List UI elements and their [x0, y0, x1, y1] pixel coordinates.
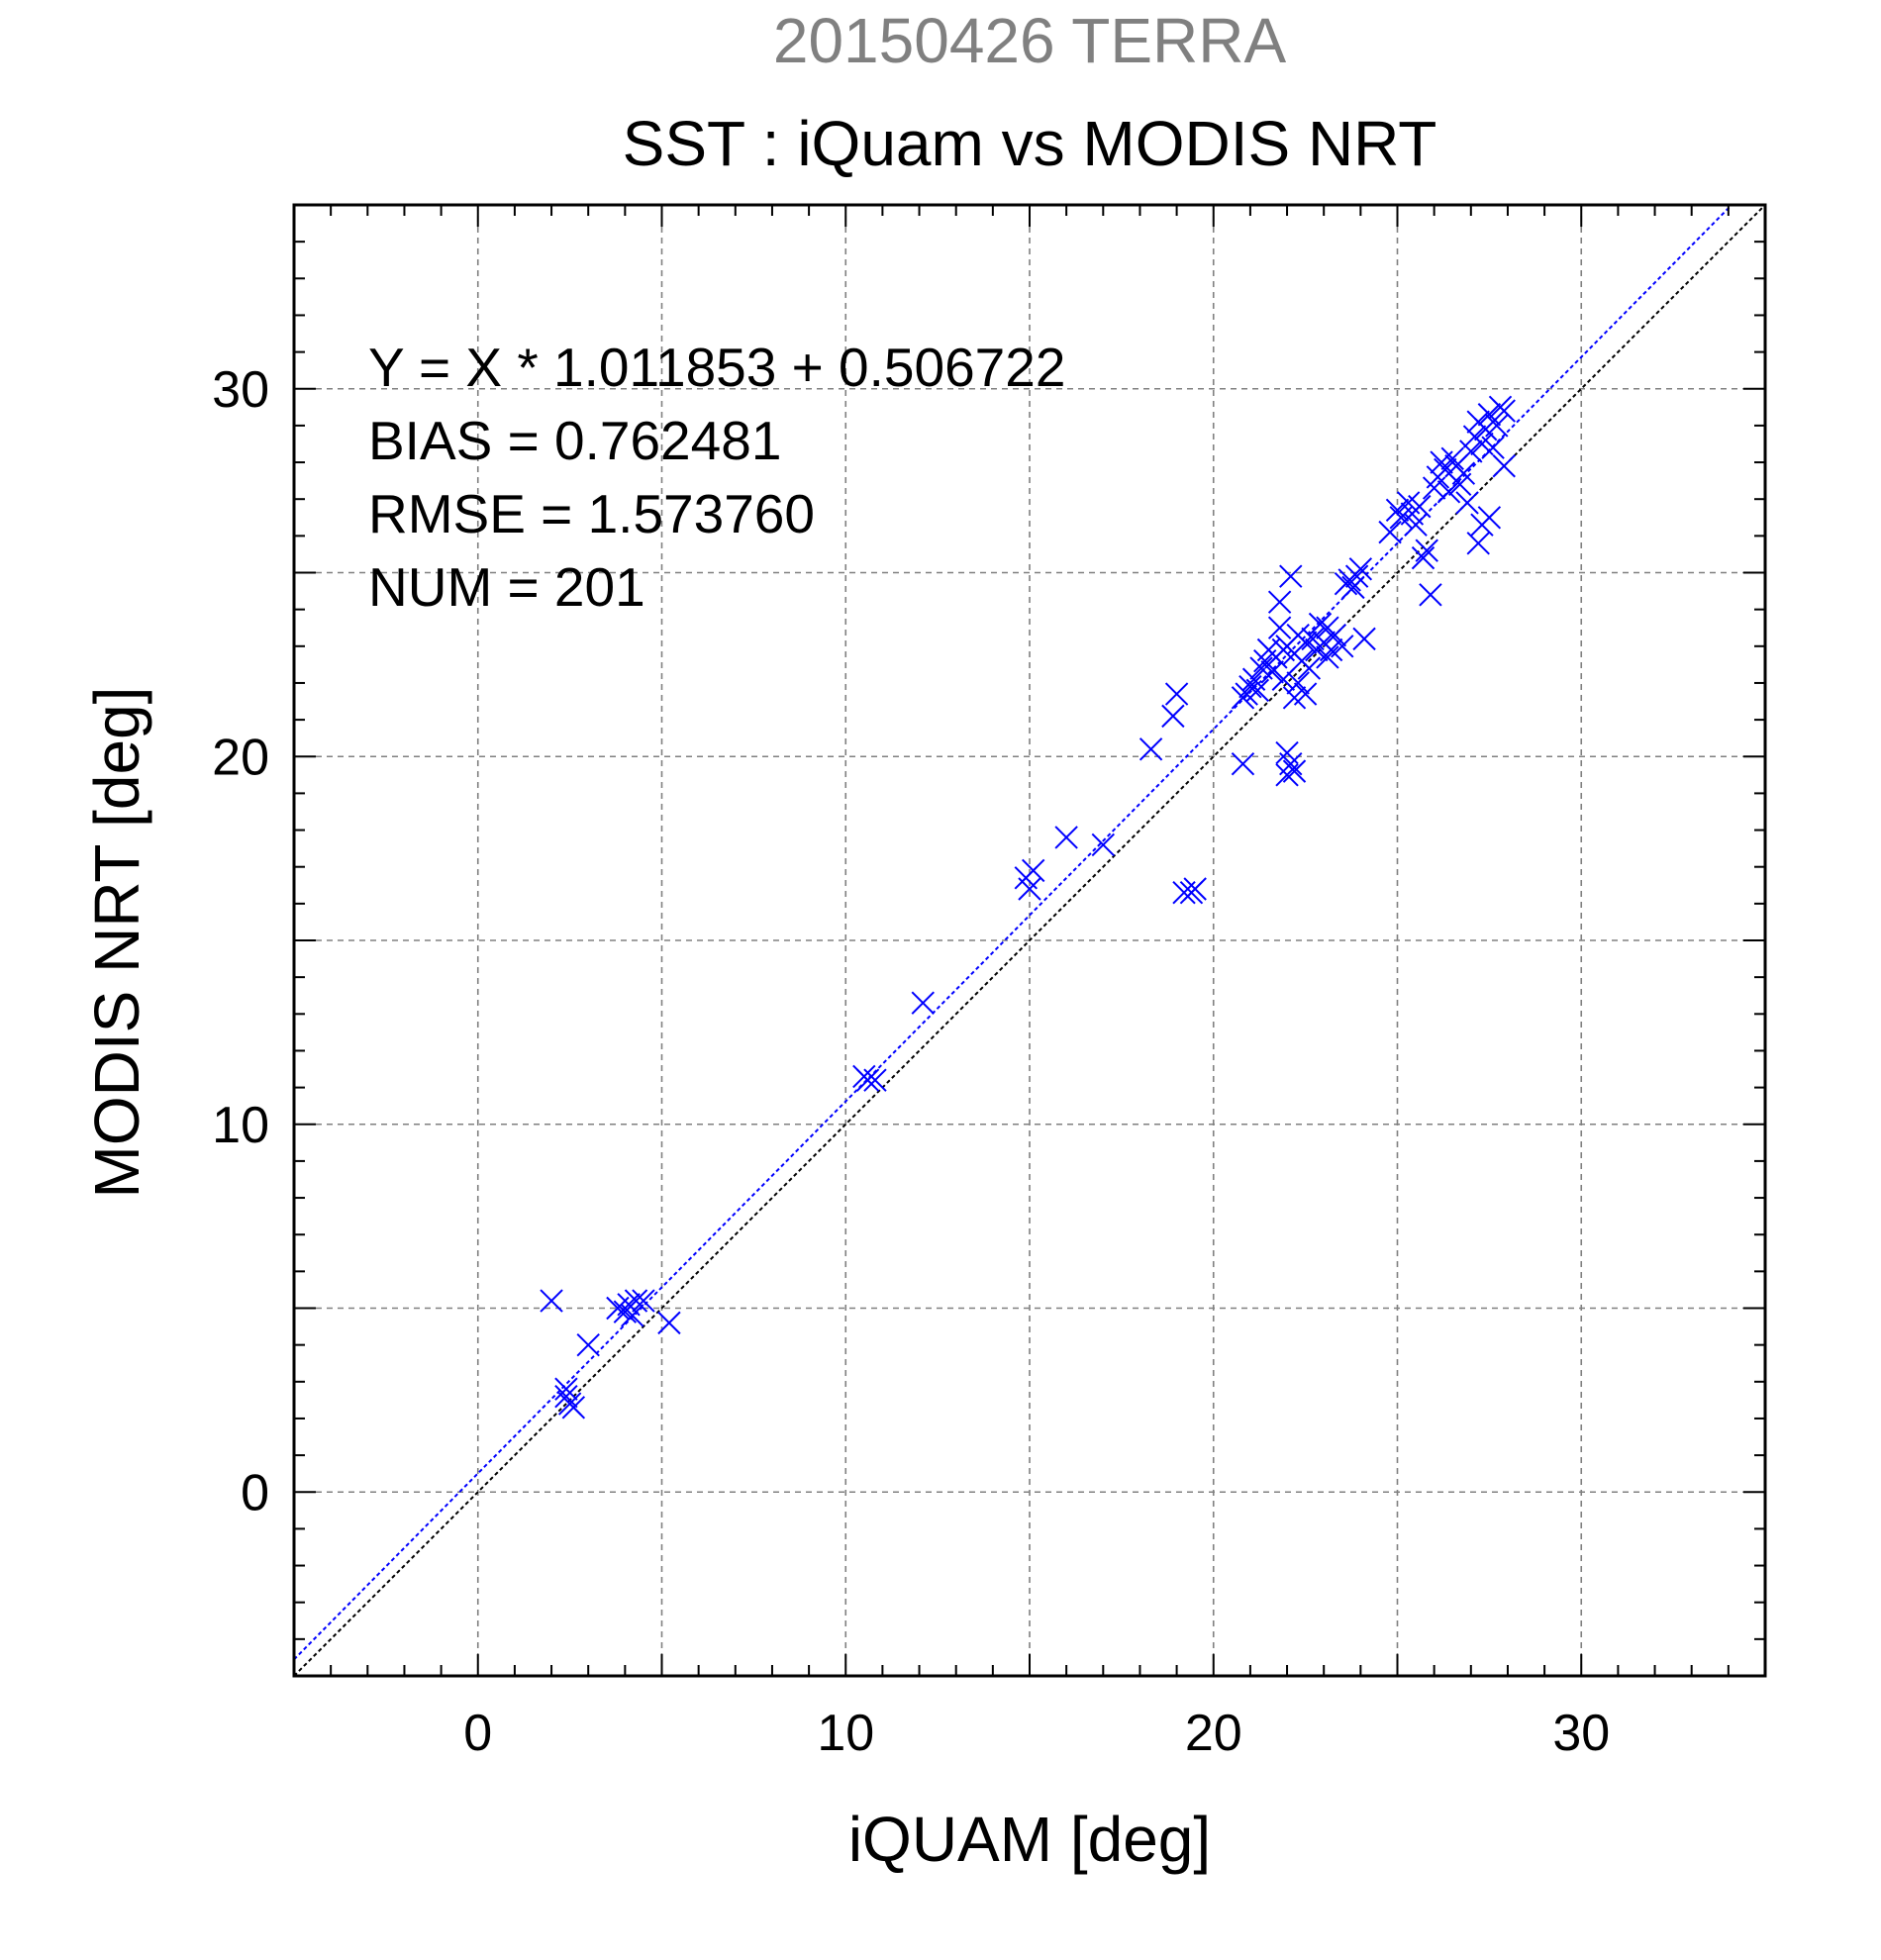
data-point — [1352, 627, 1376, 651]
data-point — [1440, 446, 1464, 471]
data-point — [1231, 751, 1255, 776]
data-point — [1164, 682, 1189, 706]
data-point — [1436, 480, 1461, 504]
fit-statistic-line: NUM = 201 — [368, 556, 645, 618]
data-point — [1308, 612, 1333, 637]
data-point — [1385, 498, 1410, 523]
data-point — [911, 991, 935, 1015]
fit-statistic-line: BIAS = 0.762481 — [368, 410, 781, 471]
data-point — [554, 1377, 578, 1401]
x-tick-label: 10 — [817, 1705, 874, 1762]
data-point — [863, 1068, 887, 1092]
fit-statistics: Y = X * 1.011853 + 0.506722 BIAS = 0.7624… — [368, 337, 1065, 618]
data-points — [540, 395, 1516, 1420]
data-point — [1419, 583, 1442, 607]
y-axis-label: MODIS NRT [deg] — [81, 687, 152, 1199]
data-point — [1138, 737, 1163, 761]
data-point — [561, 1396, 586, 1420]
data-point — [1316, 645, 1339, 669]
data-point — [1492, 399, 1516, 423]
data-point — [1466, 532, 1490, 555]
data-point — [1451, 461, 1476, 485]
data-point — [1477, 403, 1502, 427]
data-point — [1267, 590, 1292, 614]
data-point — [540, 1289, 563, 1313]
data-point — [632, 1289, 655, 1313]
y-tick-label: 0 — [241, 1464, 269, 1521]
data-point — [1293, 682, 1318, 706]
x-tick-label: 20 — [1185, 1705, 1242, 1762]
data-point — [1091, 833, 1116, 857]
data-point — [1245, 678, 1270, 703]
data-point — [1286, 671, 1310, 695]
data-point — [1485, 414, 1509, 438]
x-tick-label: 30 — [1552, 1705, 1610, 1762]
data-point — [1271, 667, 1296, 691]
fit-statistic-line: Y = X * 1.011853 + 0.506722 — [368, 337, 1065, 398]
tick-labels: 0 10 20 30 0 10 20 30 — [212, 361, 1610, 1762]
data-point — [1415, 539, 1438, 562]
chart-title: SST : iQuam vs MODIS NRT — [623, 108, 1437, 179]
data-point — [1323, 623, 1347, 647]
data-point — [1378, 520, 1402, 544]
data-point — [1297, 656, 1322, 680]
data-point — [1344, 564, 1369, 588]
data-point — [1279, 751, 1303, 776]
data-point — [1492, 454, 1516, 478]
data-point — [1018, 877, 1041, 901]
reference-lines — [293, 204, 1766, 1677]
data-point — [576, 1332, 600, 1357]
y-tick-label: 10 — [212, 1097, 269, 1154]
data-point — [554, 1384, 578, 1409]
data-point — [1282, 759, 1307, 783]
data-point — [1331, 635, 1354, 658]
x-tick-label: 0 — [463, 1705, 492, 1762]
data-point — [1267, 616, 1292, 639]
plot-frame — [292, 203, 1767, 1678]
chart-supertitle: 20150426 TERRA — [773, 5, 1287, 76]
y-tick-label: 20 — [212, 729, 269, 786]
one-to-one-line — [293, 204, 1766, 1677]
data-point — [1459, 440, 1483, 463]
data-point — [1348, 557, 1373, 581]
data-point — [1404, 513, 1428, 537]
data-point — [621, 1304, 644, 1327]
data-point — [1279, 564, 1303, 588]
data-point — [1455, 491, 1479, 515]
data-point — [1260, 660, 1284, 684]
grid-lines — [294, 205, 1765, 1676]
data-point — [624, 1289, 648, 1313]
data-point — [1408, 494, 1432, 519]
fit-statistic-line: RMSE = 1.573760 — [368, 483, 815, 544]
regression-line — [293, 204, 1732, 1661]
x-axis-label: iQUAM [deg] — [848, 1804, 1211, 1875]
data-point — [1054, 826, 1078, 849]
y-tick-label: 30 — [212, 361, 269, 419]
data-point — [1293, 631, 1318, 654]
data-point — [1161, 704, 1185, 729]
data-point — [1481, 436, 1505, 459]
data-point — [657, 1311, 681, 1335]
data-point — [1477, 506, 1502, 530]
data-point — [1411, 545, 1436, 570]
data-point — [1022, 858, 1045, 883]
data-point — [1183, 877, 1207, 901]
data-point — [1238, 674, 1262, 699]
data-point — [855, 1068, 880, 1092]
